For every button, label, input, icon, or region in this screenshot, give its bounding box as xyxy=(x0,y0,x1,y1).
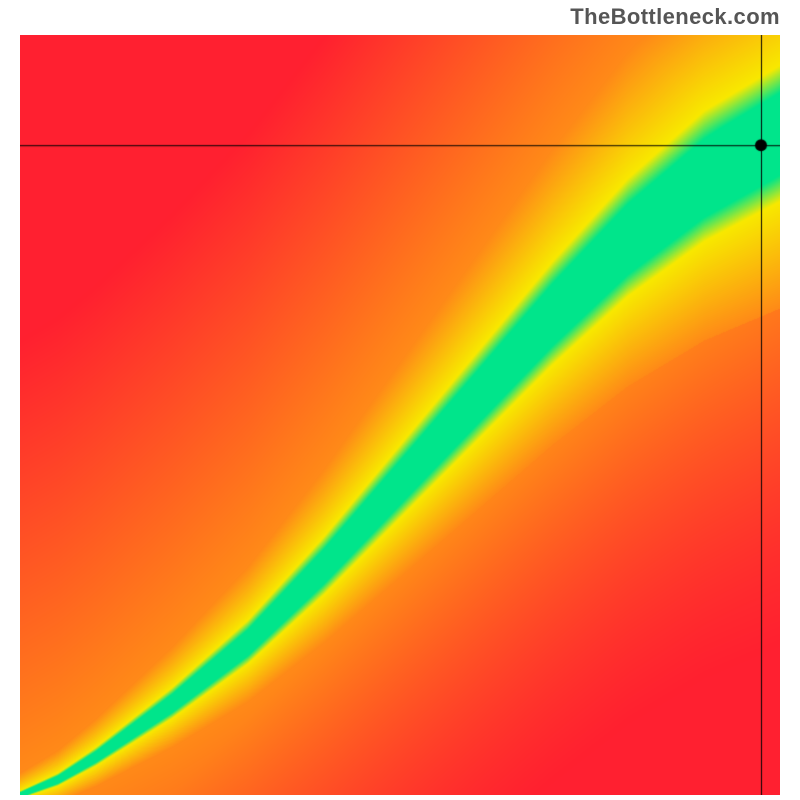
bottleneck-heatmap xyxy=(20,35,780,795)
heatmap-canvas xyxy=(20,35,780,795)
watermark-text: TheBottleneck.com xyxy=(570,4,780,30)
